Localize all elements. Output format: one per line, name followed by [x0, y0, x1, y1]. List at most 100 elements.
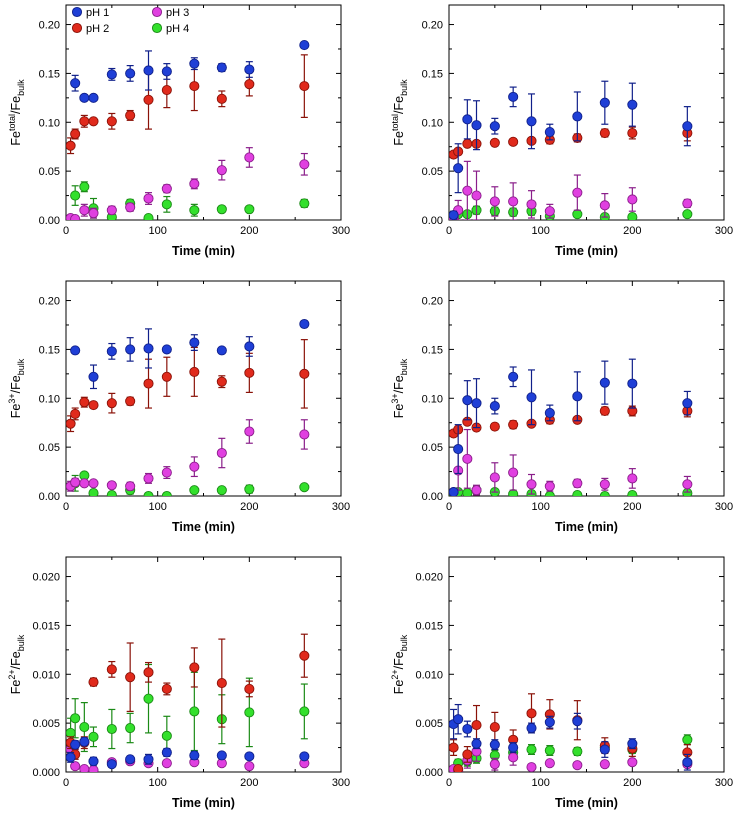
data-point	[489, 472, 500, 483]
data-point	[299, 159, 310, 170]
data-point	[88, 764, 99, 772]
legend-marker	[151, 6, 163, 18]
series-ph1	[449, 80, 693, 220]
data-point	[125, 396, 136, 407]
data-point	[143, 343, 154, 354]
plot-frame	[65, 4, 342, 221]
panel-bottom-right: 0 100 200 300 0.000 0.005 0.010 0.015 0.020 Time …	[390, 556, 733, 810]
data-point	[572, 187, 583, 198]
data-point	[88, 731, 99, 742]
y-label-subscript: bulk	[16, 634, 26, 651]
data-point	[66, 727, 76, 738]
series-ph2	[66, 633, 310, 760]
y-label-subscript: bulk	[16, 358, 26, 375]
data-point	[682, 198, 693, 209]
data-layer	[449, 693, 693, 772]
data-point	[106, 346, 117, 357]
y-label-base: Fe	[392, 680, 406, 695]
y-axis-label: Fe3+/Febulk	[7, 358, 26, 418]
data-point	[599, 744, 610, 755]
data-point	[544, 758, 555, 769]
y-tick-label: 0.000	[32, 767, 60, 779]
data-point	[599, 759, 610, 770]
data-point	[599, 127, 610, 139]
x-tick-label: 200	[623, 501, 641, 513]
data-point	[125, 68, 136, 79]
series-ph3	[66, 419, 310, 492]
data-point	[471, 120, 482, 131]
x-tick-label: 200	[240, 225, 258, 237]
panel-top-left: 0 100 200 300 0.00 0.05 0.10 0.15 0.20 Time (min)…	[7, 4, 350, 258]
data-point	[244, 426, 255, 437]
legend-label: pH 4	[166, 23, 189, 35]
data-point	[627, 99, 638, 110]
data-point	[161, 490, 172, 496]
data-point	[526, 199, 537, 210]
data-point	[189, 58, 200, 69]
data-point	[70, 213, 81, 220]
data-point	[508, 742, 519, 753]
data-point	[79, 92, 90, 103]
data-point	[544, 481, 555, 492]
y-label-superscript: 3+	[7, 393, 17, 403]
data-point	[462, 138, 473, 149]
data-point	[449, 742, 459, 753]
series-ph1	[449, 358, 693, 496]
data-point	[682, 209, 693, 220]
data-point	[627, 212, 638, 220]
x-tick-label: 100	[148, 777, 166, 789]
data-point	[88, 488, 99, 496]
data-point	[70, 345, 81, 356]
series-ph3	[66, 744, 310, 772]
data-point	[125, 672, 136, 683]
data-point	[572, 391, 583, 402]
data-point	[299, 81, 310, 92]
data-point	[106, 759, 117, 770]
data-point	[189, 81, 200, 92]
y-tick-label: 0.15	[39, 344, 60, 356]
data-point	[244, 751, 255, 762]
data-point	[572, 489, 583, 496]
data-point	[161, 730, 172, 741]
y-label-superscript: 3+	[390, 393, 400, 403]
data-point	[627, 127, 638, 139]
data-point	[526, 392, 537, 403]
data-point	[299, 650, 310, 661]
data-point	[125, 202, 136, 213]
data-point	[682, 734, 693, 745]
y-tick-label: 0.010	[32, 669, 60, 681]
data-point	[682, 398, 693, 409]
data-point	[462, 749, 473, 760]
x-tick-label: 300	[715, 777, 733, 789]
data-point	[544, 490, 555, 496]
data-point	[526, 708, 537, 719]
y-label-superscript: 2+	[390, 669, 400, 679]
data-point	[143, 473, 154, 484]
y-tick-label: 0.020	[32, 572, 60, 584]
legend-label: pH 3	[166, 7, 189, 19]
data-point	[471, 398, 482, 409]
x-tick-label: 300	[715, 225, 733, 237]
y-axis-label: Fetotal/Febulk	[7, 79, 26, 146]
series-ph3	[449, 428, 693, 496]
data-point	[471, 720, 482, 731]
panel-middle-left: 0 100 200 300 0.00 0.05 0.10 0.15 0.20 Time (min)…	[7, 280, 350, 534]
data-point	[88, 208, 99, 219]
x-tick-label: 300	[332, 225, 350, 237]
data-point	[682, 757, 693, 768]
data-point	[189, 461, 200, 472]
data-point	[216, 204, 227, 215]
data-point	[489, 421, 500, 432]
data-point	[453, 714, 464, 725]
data-point	[572, 746, 583, 757]
data-point	[189, 205, 200, 216]
y-label-mid: /Fe	[9, 375, 23, 393]
data-point	[299, 429, 310, 440]
data-point	[79, 478, 90, 489]
data-point	[88, 371, 99, 382]
y-label-subscript: bulk	[16, 79, 26, 96]
data-point	[189, 706, 200, 717]
data-point	[161, 66, 172, 77]
data-point	[161, 467, 172, 478]
